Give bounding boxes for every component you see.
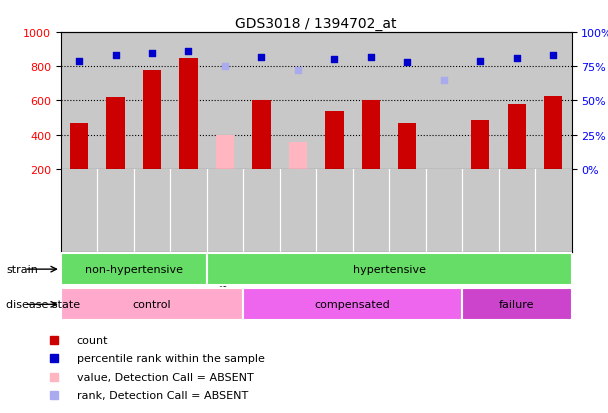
Point [439,77,449,84]
Point [366,54,376,61]
Bar [435,169,453,183]
Bar [216,135,234,169]
Point [402,60,412,66]
Point [293,68,303,74]
Title: GDS3018 / 1394702_at: GDS3018 / 1394702_at [235,17,397,31]
Point [257,54,266,61]
Text: control: control [133,299,171,310]
Bar [106,97,125,169]
Text: hypertensive: hypertensive [353,264,426,275]
Bar [243,289,462,320]
Text: rank, Detection Call = ABSENT: rank, Detection Call = ABSENT [77,390,248,400]
Bar [362,101,380,169]
Point [74,58,84,65]
Bar [289,143,307,169]
Bar [61,254,207,285]
Bar [252,100,271,169]
Bar [462,289,572,320]
Text: percentile rank within the sample: percentile rank within the sample [77,354,264,363]
Text: disease state: disease state [6,299,80,310]
Text: non-hypertensive: non-hypertensive [85,264,183,275]
Point [512,56,522,62]
Point [184,49,193,55]
Bar [70,123,88,169]
Point [111,53,120,59]
Bar [508,105,526,169]
Bar [143,71,161,169]
Point [330,57,339,64]
Bar [471,121,489,169]
Bar [61,289,243,320]
Text: failure: failure [499,299,534,310]
Point [220,64,230,70]
Bar [179,59,198,169]
Bar [325,112,344,169]
Text: compensated: compensated [315,299,390,310]
Point [475,58,485,65]
Text: value, Detection Call = ABSENT: value, Detection Call = ABSENT [77,372,254,382]
Bar [398,123,416,169]
Bar [544,96,562,169]
Point [548,53,558,59]
Text: strain: strain [6,264,38,275]
Point [147,50,157,57]
Bar [207,254,572,285]
Text: count: count [77,335,108,345]
